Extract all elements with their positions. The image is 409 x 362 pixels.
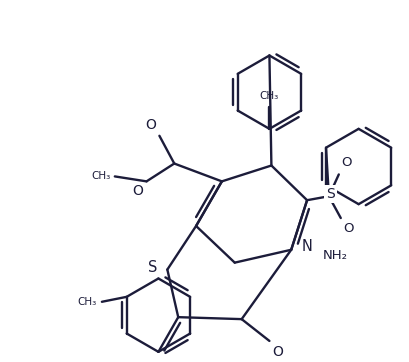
Text: O: O (272, 345, 283, 359)
Text: NH₂: NH₂ (322, 249, 347, 262)
Text: CH₃: CH₃ (91, 172, 110, 181)
Text: CH₃: CH₃ (77, 297, 97, 307)
Text: O: O (342, 222, 353, 235)
Text: N: N (300, 239, 311, 254)
Text: S: S (148, 260, 157, 275)
Text: O: O (145, 118, 156, 132)
Text: S: S (326, 187, 335, 201)
Text: O: O (133, 184, 143, 198)
Text: O: O (340, 156, 351, 169)
Text: CH₃: CH₃ (259, 91, 279, 101)
